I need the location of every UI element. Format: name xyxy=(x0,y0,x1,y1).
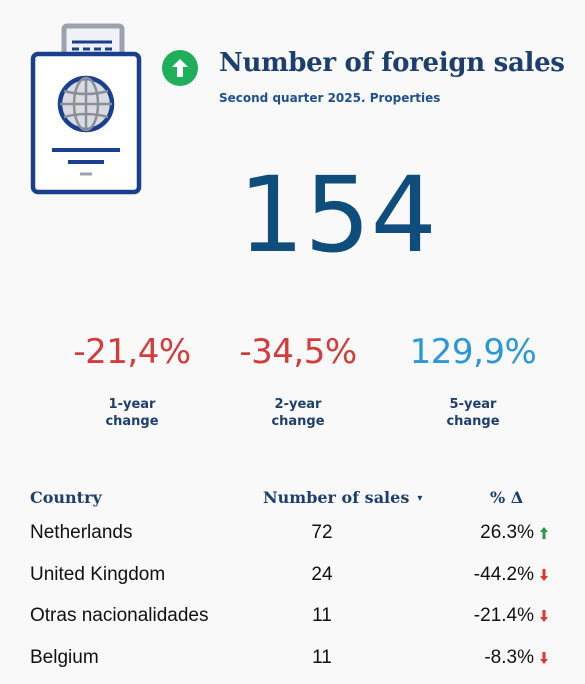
table-header: Country Number of sales ▾ % Δ xyxy=(30,488,560,514)
country-cell: United Kingdom xyxy=(30,563,166,585)
sales-cell: 11 xyxy=(312,646,332,668)
table-body: Netherlands 72 26.3% United Kingdom 24 -44.2%… xyxy=(30,514,560,680)
change-value: -34,5% xyxy=(239,332,357,372)
table-row: Belgium 11 -8.3% xyxy=(30,639,560,681)
column-header-pct-change[interactable]: % Δ xyxy=(490,488,524,507)
sales-cell: 72 xyxy=(311,522,333,543)
sales-cell: 24 xyxy=(311,563,333,585)
pct-change-cell: -21.4% xyxy=(473,605,534,626)
arrow-down-icon xyxy=(540,610,548,622)
total-sales-value: 154 xyxy=(238,154,437,276)
arrow-up-circle-icon xyxy=(162,50,198,86)
arrow-up-icon xyxy=(540,527,548,539)
country-cell: Netherlands xyxy=(30,522,133,543)
change-value: -21,4% xyxy=(73,332,191,372)
passport-icon xyxy=(30,23,142,195)
pct-change-cell: -8.3% xyxy=(484,646,534,668)
arrow-down-icon xyxy=(540,568,548,581)
change-2-year: -34,5% 2-year change xyxy=(223,330,373,430)
change-label: 5-year change xyxy=(446,397,500,429)
sort-descending-icon[interactable]: ▾ xyxy=(417,493,423,504)
pct-change-cell: -44.2% xyxy=(473,563,534,585)
sales-table: Country Number of sales ▾ % Δ Netherlands… xyxy=(30,488,560,680)
table-row: Otras nacionalidades 11 -21.4% xyxy=(30,597,560,639)
change-value: 129,9% xyxy=(409,332,537,372)
change-label: 1-year change xyxy=(105,397,159,429)
column-header-sales[interactable]: Number of sales ▾ xyxy=(263,488,423,507)
arrow-down-icon xyxy=(540,651,548,664)
country-cell: Otras nacionalidades xyxy=(30,605,209,626)
table-row: Netherlands 72 26.3% xyxy=(30,514,560,556)
page-title: Number of foreign sales xyxy=(219,48,565,78)
column-header-country[interactable]: Country xyxy=(30,488,102,507)
pct-change-cell: 26.3% xyxy=(480,522,534,543)
change-label: 2-year change xyxy=(271,397,325,429)
change-1-year: -21,4% 1-year change xyxy=(57,330,207,430)
table-row: United Kingdom 24 -44.2% xyxy=(30,556,560,598)
country-cell: Belgium xyxy=(30,646,99,668)
sales-cell: 11 xyxy=(312,605,332,626)
page-subtitle: Second quarter 2025. Properties xyxy=(219,91,441,105)
change-5-year: 129,9% 5-year change xyxy=(398,330,548,430)
